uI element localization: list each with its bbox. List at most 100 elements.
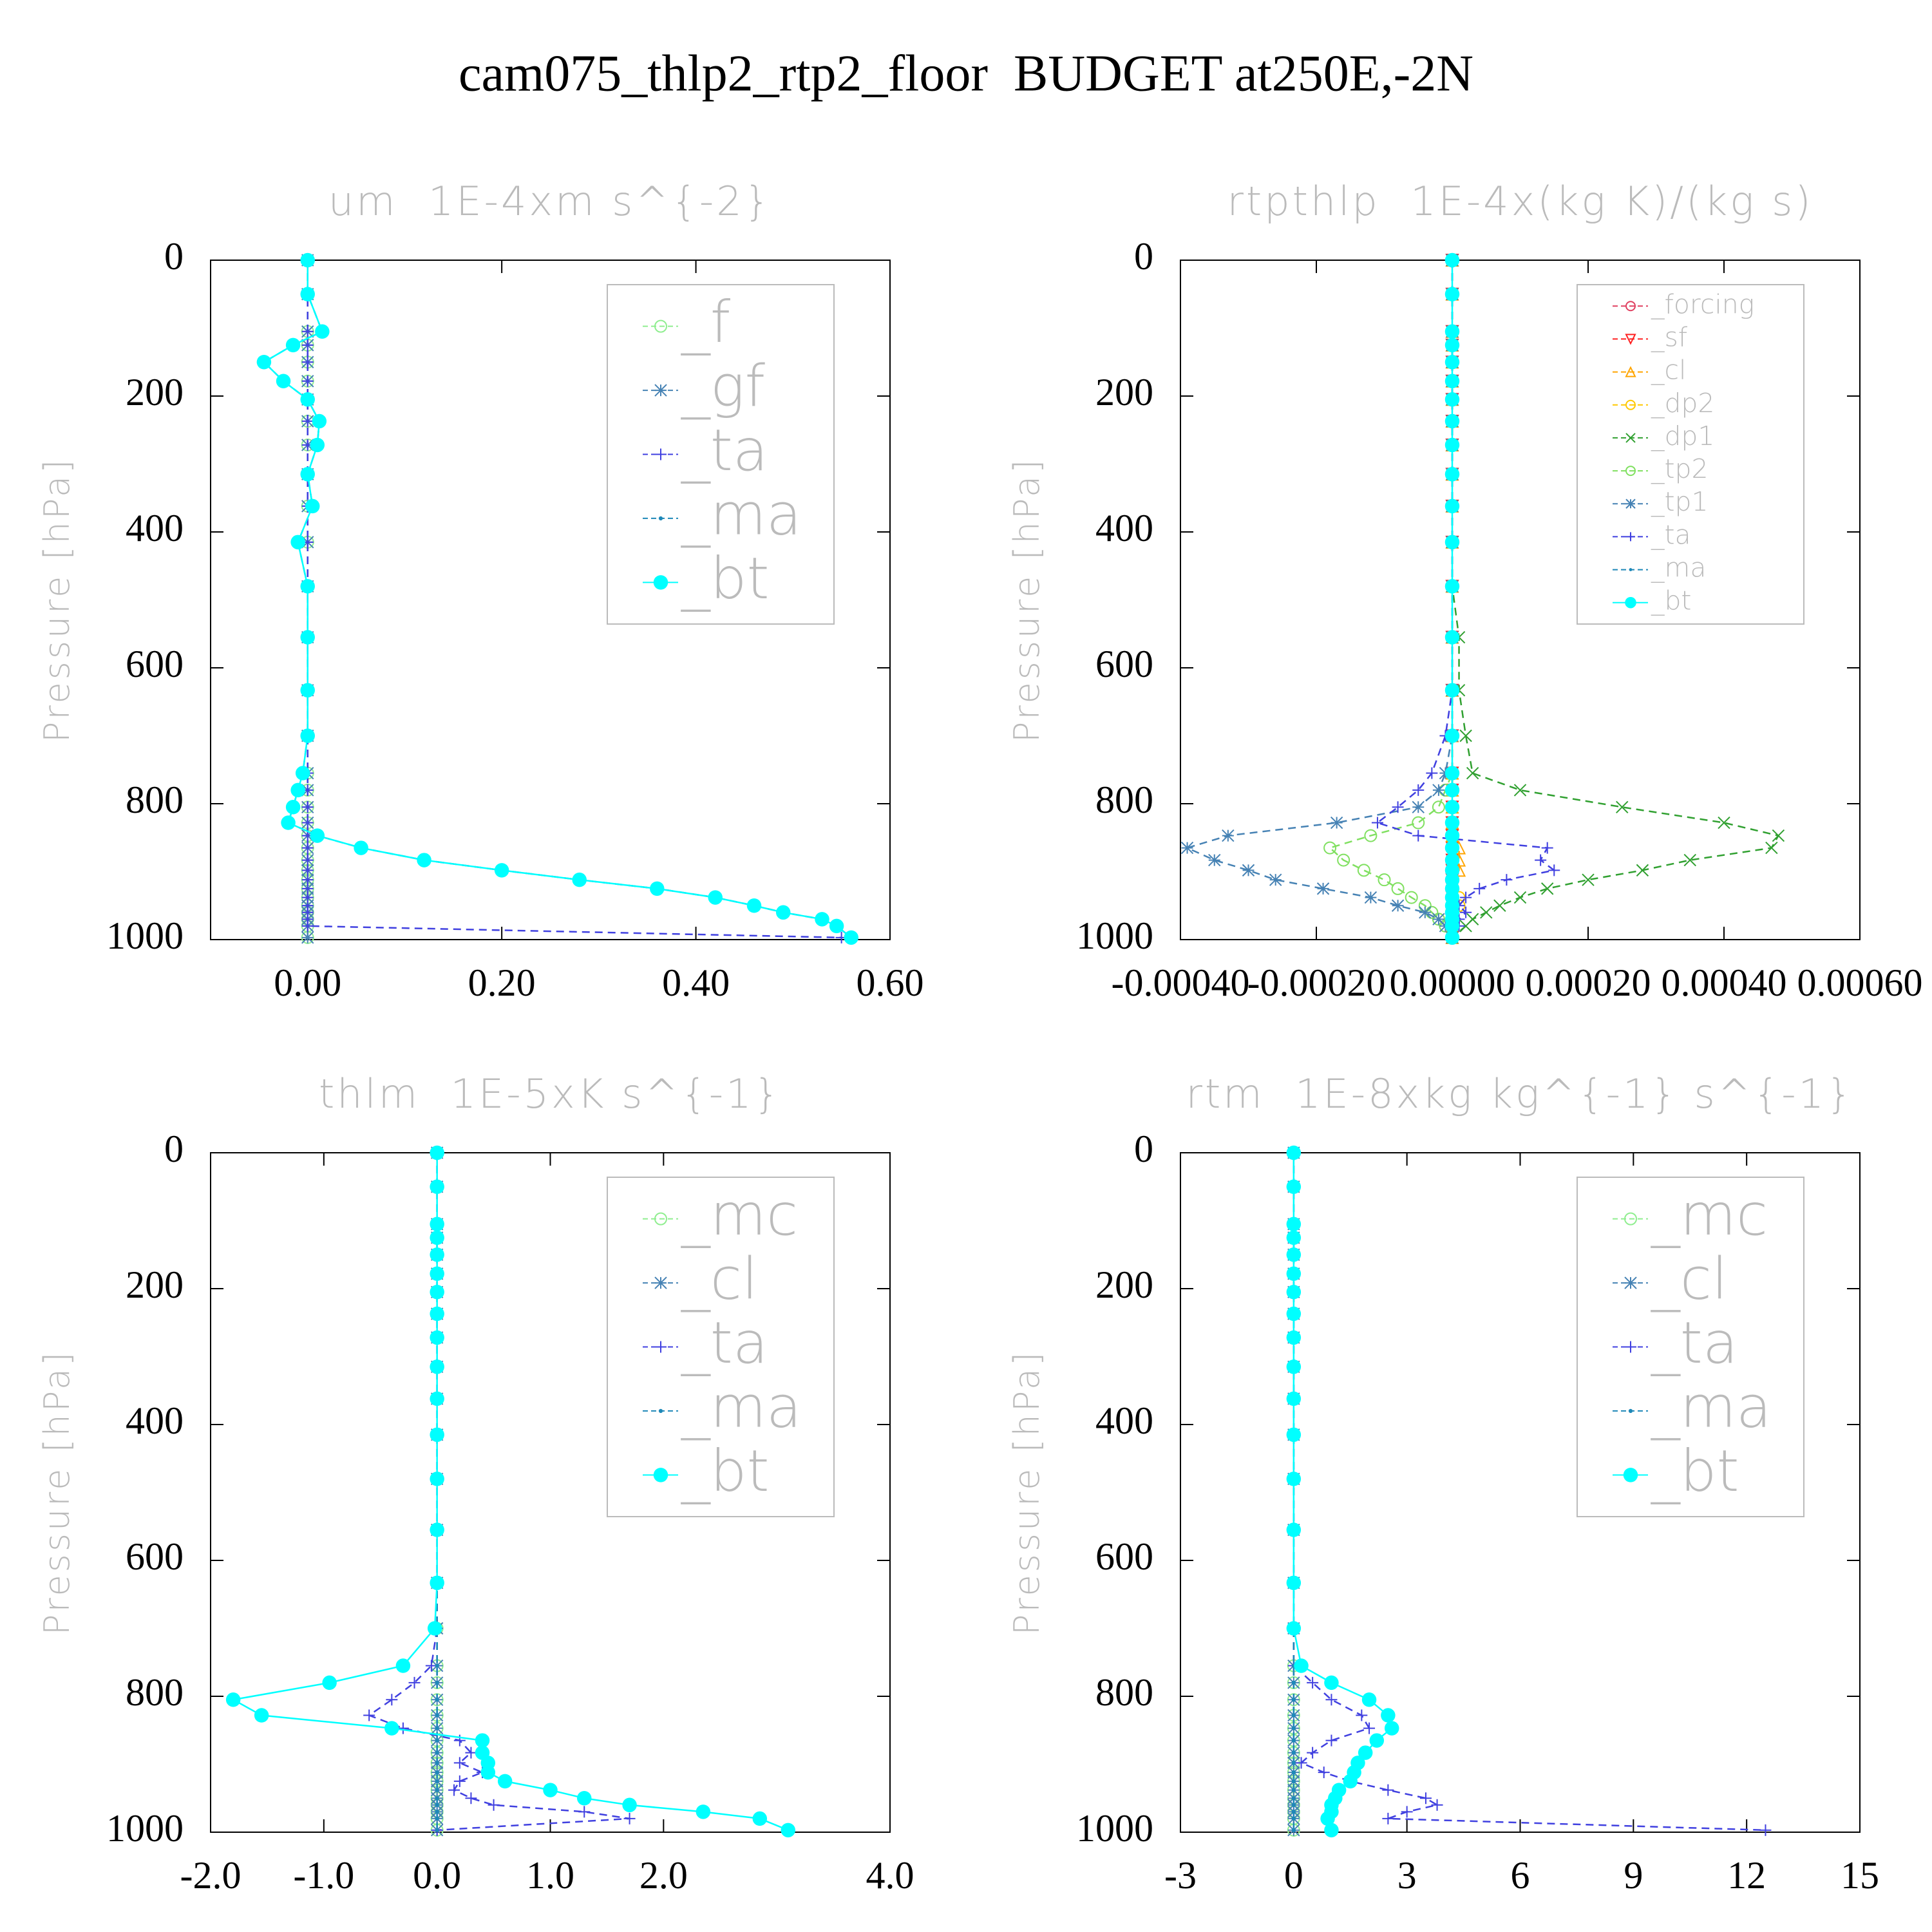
- marker: [1286, 1179, 1302, 1194]
- marker: [475, 1733, 490, 1748]
- y-tick-label: 0: [164, 1128, 184, 1170]
- x-tick-label: 0.00: [274, 961, 341, 1004]
- marker: [1363, 1722, 1376, 1734]
- x-tick-label: 0.00020: [1526, 961, 1651, 1004]
- marker: [696, 1804, 711, 1819]
- legend-marker: [1625, 596, 1636, 609]
- marker: [1318, 1766, 1330, 1779]
- marker: [1286, 1575, 1302, 1591]
- panel-title: um 1E-4xm s^{-2}: [328, 178, 772, 225]
- y-tick-label: 600: [1095, 1535, 1153, 1578]
- marker: [1392, 801, 1404, 813]
- marker: [310, 437, 325, 453]
- legend-marker: [658, 1408, 663, 1414]
- marker: [300, 392, 315, 407]
- marker: [384, 1721, 399, 1736]
- marker: [1356, 1709, 1368, 1721]
- marker: [1291, 1761, 1296, 1765]
- marker: [1286, 1230, 1302, 1245]
- marker: [1242, 864, 1255, 877]
- x-tick-label: 2.0: [639, 1854, 688, 1897]
- marker: [1291, 1713, 1296, 1718]
- marker: [1382, 1784, 1394, 1796]
- marker: [1291, 1796, 1296, 1801]
- legend-label: _ta: [1651, 1310, 1738, 1377]
- marker: [1444, 467, 1460, 482]
- marker: [1426, 767, 1438, 779]
- marker: [300, 252, 315, 268]
- y-axis-label: Pressure [hPa]: [1007, 457, 1047, 743]
- legend-marker: [653, 1468, 668, 1482]
- marker: [1286, 1472, 1302, 1486]
- marker: [256, 355, 272, 370]
- marker: [397, 1722, 409, 1734]
- marker: [1683, 853, 1696, 867]
- legend-label: _bt: [681, 545, 770, 612]
- y-tick-label: 600: [1095, 643, 1153, 685]
- marker: [578, 1806, 591, 1818]
- series-line: [1376, 260, 1557, 938]
- marker: [1480, 906, 1493, 919]
- marker: [1513, 891, 1527, 904]
- y-tick-label: 0: [164, 235, 184, 278]
- legend-label: _tp2: [1651, 453, 1709, 484]
- marker: [301, 356, 314, 368]
- marker: [752, 1811, 768, 1826]
- series-line: [367, 1153, 630, 1832]
- marker: [1548, 864, 1560, 876]
- marker: [1535, 854, 1547, 866]
- marker: [430, 1472, 444, 1486]
- y-tick-label: 200: [1095, 1264, 1153, 1306]
- marker: [435, 1726, 439, 1730]
- marker: [1286, 1247, 1302, 1262]
- legend-label: _tp1: [1651, 486, 1709, 517]
- marker: [1444, 815, 1460, 830]
- marker: [1364, 891, 1378, 904]
- marker: [395, 1658, 411, 1673]
- marker: [301, 325, 314, 337]
- figure-title: cam075_thlp2_rtp2_floor BUDGET at250E,-2…: [459, 45, 1473, 102]
- x-tick-label: 0: [1284, 1854, 1303, 1897]
- marker: [430, 1575, 444, 1591]
- marker: [430, 1391, 444, 1406]
- legend-label: _dp2: [1651, 388, 1714, 419]
- marker: [430, 1330, 444, 1345]
- marker: [1320, 1811, 1335, 1826]
- marker: [746, 898, 762, 913]
- marker: [1291, 1770, 1296, 1775]
- marker: [301, 801, 314, 813]
- marker: [1444, 413, 1460, 429]
- legend-label: _gf: [681, 354, 765, 421]
- marker: [577, 1791, 592, 1806]
- legend-label: _dp1: [1651, 421, 1714, 451]
- marker: [1444, 392, 1460, 407]
- y-tick-label: 800: [126, 779, 184, 821]
- marker: [1378, 873, 1391, 887]
- marker: [1358, 1745, 1373, 1760]
- y-tick-label: 200: [126, 371, 184, 413]
- marker: [290, 535, 305, 550]
- y-tick-label: 0: [1134, 235, 1153, 278]
- marker: [435, 1788, 439, 1792]
- y-tick-label: 1000: [1076, 914, 1153, 957]
- x-tick-label: 0.00060: [1797, 961, 1923, 1004]
- marker: [1501, 874, 1513, 886]
- marker: [1291, 1816, 1296, 1821]
- y-tick-label: 1000: [106, 914, 184, 957]
- marker: [1412, 816, 1425, 829]
- x-tick-label: -0.00040: [1112, 961, 1250, 1004]
- marker: [435, 1770, 439, 1775]
- legend-marker: [654, 384, 667, 397]
- marker: [1412, 784, 1425, 796]
- marker: [354, 840, 368, 855]
- marker: [430, 1179, 444, 1194]
- marker: [1444, 535, 1460, 550]
- marker: [1444, 355, 1460, 370]
- legend-label: _ma: [1651, 1374, 1772, 1441]
- legend-marker: [1629, 568, 1633, 572]
- legend-marker: [655, 1341, 667, 1353]
- marker: [1291, 1788, 1296, 1792]
- marker: [1412, 800, 1425, 813]
- marker: [1286, 1285, 1302, 1300]
- legend-label: _sf: [1651, 321, 1688, 352]
